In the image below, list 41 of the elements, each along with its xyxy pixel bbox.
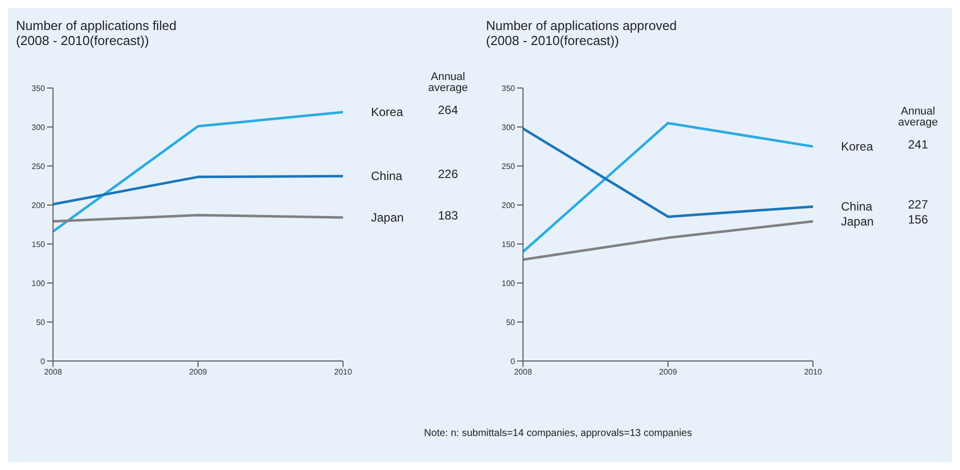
chart-title: Number of applications approved bbox=[486, 18, 678, 33]
x-tick-label: 2009 bbox=[659, 368, 678, 377]
y-tick-label: 250 bbox=[502, 162, 516, 171]
text: China bbox=[841, 200, 873, 214]
x-tick-label: 2008 bbox=[514, 368, 532, 377]
y-tick-label: 100 bbox=[502, 278, 516, 288]
chart-subtitle: (2008 - 2010(forecast)) bbox=[486, 33, 620, 48]
chart-title: Number of applications filed bbox=[16, 18, 178, 33]
text: China bbox=[371, 169, 403, 184]
chart-subtitle: (2008 - 2010(forecast)) bbox=[16, 33, 150, 48]
x-tick-label: 2008 bbox=[44, 368, 62, 377]
text: Korea bbox=[841, 140, 874, 154]
text: Annual average bbox=[428, 71, 468, 94]
text: Note: n: submittals=14 companies, approvals=13 companies bbox=[423, 428, 693, 439]
x-tick-label: 2010 bbox=[804, 368, 822, 377]
text: Korea bbox=[371, 105, 404, 120]
x-tick-label: 2009 bbox=[189, 368, 208, 377]
text: 264 bbox=[438, 103, 458, 118]
text: Japan bbox=[371, 210, 404, 224]
y-tick-label: 100 bbox=[32, 278, 46, 288]
y-tick-label: 300 bbox=[502, 122, 516, 132]
y-tick-label: 50 bbox=[36, 318, 46, 327]
y-tick-label: 350 bbox=[502, 84, 516, 93]
y-tick-label: 50 bbox=[506, 318, 516, 327]
y-tick-label: 300 bbox=[32, 122, 46, 132]
y-tick-label: 150 bbox=[502, 240, 516, 249]
text: Annual average bbox=[898, 106, 938, 128]
y-tick-label: 200 bbox=[502, 200, 516, 210]
text: 156 bbox=[908, 212, 928, 226]
y-tick-label: 150 bbox=[32, 240, 46, 249]
y-tick-label: 0 bbox=[40, 356, 46, 366]
x-tick-label: 2010 bbox=[334, 368, 352, 377]
y-tick-label: 250 bbox=[32, 162, 46, 171]
text: 226 bbox=[438, 167, 458, 182]
text: Japan bbox=[841, 214, 874, 228]
y-tick-label: 200 bbox=[32, 200, 46, 210]
text: 241 bbox=[908, 138, 928, 152]
text: 183 bbox=[438, 208, 458, 222]
y-tick-label: 0 bbox=[510, 356, 516, 366]
y-tick-label: 350 bbox=[32, 84, 46, 93]
text: 227 bbox=[908, 198, 928, 212]
